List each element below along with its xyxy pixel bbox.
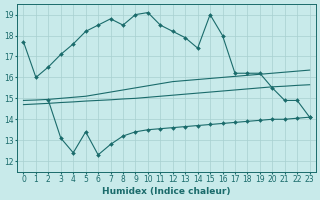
- X-axis label: Humidex (Indice chaleur): Humidex (Indice chaleur): [102, 187, 231, 196]
